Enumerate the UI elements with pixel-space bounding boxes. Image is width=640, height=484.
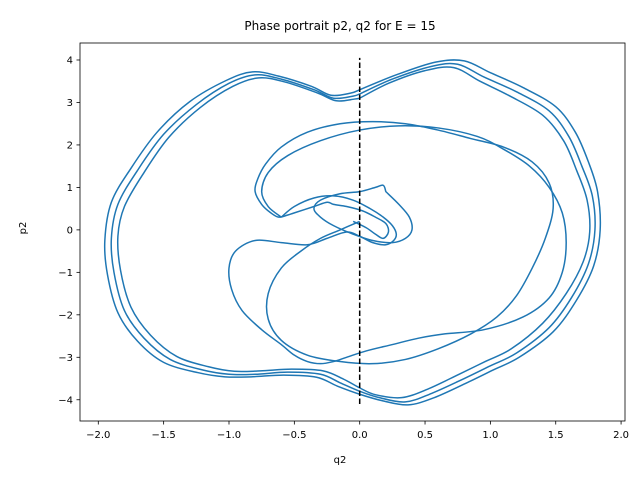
trajectory-loop-5 <box>228 124 567 365</box>
series-1 <box>103 59 602 406</box>
x-tick-label: 0.0 <box>352 430 368 441</box>
trajectory-loop-2 <box>103 59 602 406</box>
y-tick-label: 2 <box>67 140 73 151</box>
trajectory-loop-6 <box>313 184 413 244</box>
x-axis-label: q2 <box>334 455 347 466</box>
axes-frame <box>79 42 626 422</box>
x-tick-label: −0.5 <box>282 430 306 441</box>
trajectory-loop-4 <box>254 120 555 365</box>
y-axis-label: p2 <box>18 222 29 235</box>
y-tick-label: 3 <box>67 98 73 109</box>
y-tick-label: −3 <box>58 353 73 364</box>
x-tick-label: 1.5 <box>548 430 564 441</box>
x-tick-label: −1.5 <box>151 430 175 441</box>
x-tick-label: −1.0 <box>217 430 241 441</box>
y-tick-label: 0 <box>67 225 73 236</box>
chart-title: Phase portrait p2, q2 for E = 15 <box>244 19 435 33</box>
x-tick-label: −2.0 <box>86 430 110 441</box>
y-tick-label: 1 <box>67 183 73 194</box>
x-tick-label: 1.0 <box>482 430 498 441</box>
y-axis: −4 −3 −2 −1 0 1 2 3 4 <box>58 55 80 406</box>
y-tick-label: −4 <box>58 395 73 406</box>
trajectory-loop-3 <box>116 66 591 399</box>
x-axis: −2.0 −1.5 −1.0 −0.5 0.0 0.5 1.0 1.5 2.0 <box>86 421 629 441</box>
x-tick-label: 2.0 <box>613 430 629 441</box>
y-tick-label: −2 <box>58 310 73 321</box>
y-tick-label: 4 <box>67 55 73 66</box>
x-tick-label: 0.5 <box>417 430 433 441</box>
y-tick-label: −1 <box>58 268 73 279</box>
plot-area <box>103 57 602 406</box>
trajectory-loop-1 <box>110 62 596 403</box>
